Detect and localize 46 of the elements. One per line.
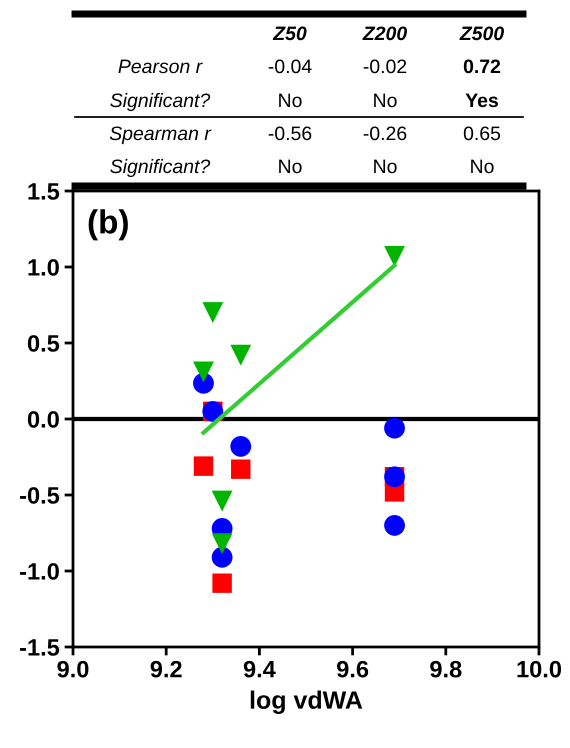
point (212, 533, 233, 554)
x-tick-label: 9.4 (244, 660, 276, 678)
text: 0.65 (464, 126, 500, 140)
text: No (374, 94, 397, 108)
point (230, 436, 252, 457)
text: Yes (466, 94, 498, 108)
text: No (374, 160, 397, 174)
x-tick-label: 9.2 (150, 660, 182, 678)
y-tick-label: 0.0 (28, 411, 59, 428)
text: 0.72 (464, 59, 500, 74)
point (193, 361, 214, 382)
y-tick-label: 1.5 (28, 183, 60, 200)
text: Pearson r (118, 60, 203, 74)
text: No (279, 160, 302, 174)
text: -0.56 (268, 126, 312, 140)
x-tick-label: 9.6 (337, 660, 368, 678)
text: Z200 (362, 26, 407, 40)
y-tick-label: -1.0 (20, 563, 59, 580)
point (212, 573, 232, 593)
point (384, 514, 405, 536)
x-tick-label: 9.8 (430, 660, 462, 678)
text: No (471, 160, 494, 174)
x-tick-label: 10.0 (518, 660, 562, 678)
point (202, 302, 224, 324)
text: Significant? (110, 92, 210, 112)
y-tick-label: -1.5 (20, 639, 60, 656)
point (231, 459, 250, 479)
point (212, 490, 233, 512)
text: -0.02 (364, 59, 406, 74)
x-axis-title: log vdWA (250, 690, 362, 714)
point (194, 456, 214, 476)
x-tick-label: 9.0 (57, 660, 88, 678)
text: -0.26 (364, 126, 406, 140)
y-tick-label: -0.5 (20, 487, 60, 504)
y-tick-label: 1.0 (28, 259, 59, 276)
y-tick-label: 0.5 (28, 335, 60, 352)
point (384, 418, 405, 439)
point (230, 344, 252, 366)
text: No (279, 94, 302, 108)
text: Significant? (110, 158, 210, 178)
text: -0.04 (268, 59, 312, 74)
annotation: (b) (88, 209, 128, 240)
text: Z500 (459, 26, 504, 40)
text: Z50 (272, 26, 307, 40)
point (212, 546, 233, 568)
text: Spearman r (110, 126, 212, 144)
